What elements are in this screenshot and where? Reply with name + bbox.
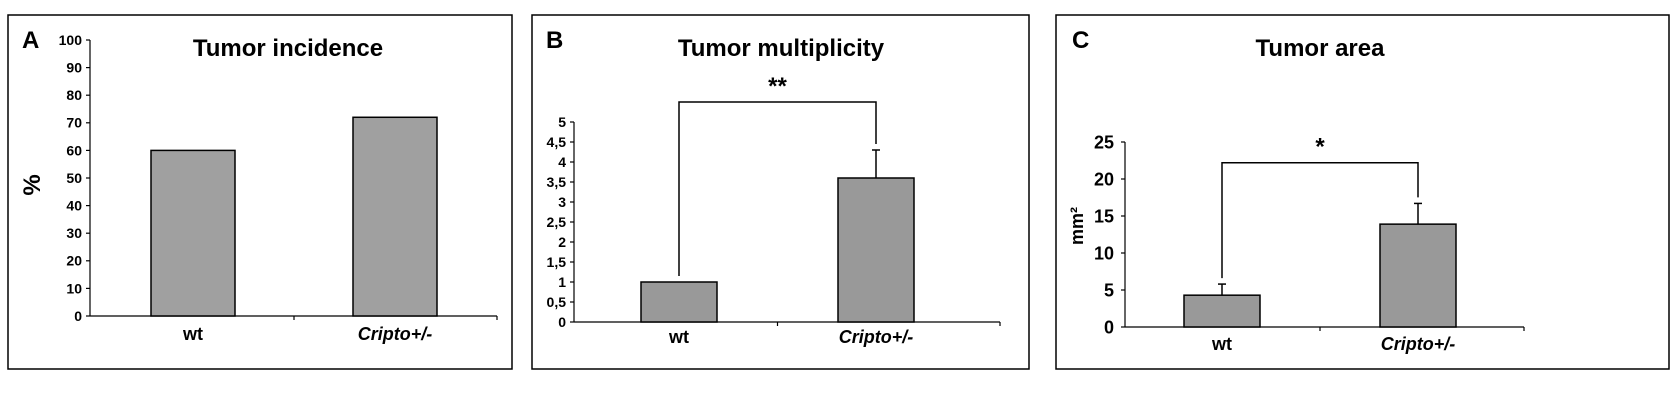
y-tick-label: 20 <box>1094 169 1114 189</box>
bar-cripto <box>1379 223 1457 328</box>
y-axis-label: % <box>19 174 46 195</box>
panel-letter: B <box>546 27 563 54</box>
y-tick-label: 1,5 <box>547 254 567 270</box>
y-tick-label: 4 <box>558 154 566 170</box>
y-tick-label: 20 <box>66 253 82 269</box>
y-tick-label: 50 <box>66 170 82 186</box>
y-tick-label: 10 <box>66 280 82 296</box>
y-tick-label: 0 <box>558 314 566 330</box>
x-category-label: wt <box>182 324 203 344</box>
y-tick-label: 100 <box>59 32 83 48</box>
x-category-label: wt <box>1211 334 1232 354</box>
chart-title: Tumor incidence <box>193 35 383 62</box>
bar-cripto <box>837 177 915 323</box>
chart-panel-a: A Tumor incidence% 0 10 20 30 40 50 60 70 80 90 100 w… <box>7 14 513 370</box>
y-tick-label: 0 <box>74 308 82 324</box>
y-tick-label: 90 <box>66 60 82 76</box>
panel-letter: A <box>22 27 39 54</box>
panel-frame <box>1055 14 1670 370</box>
significance-bracket <box>1221 161 1419 279</box>
y-tick-label: 2 <box>558 234 566 250</box>
y-tick-label: 25 <box>1094 132 1114 152</box>
chart-title: Tumor area <box>1256 35 1386 62</box>
y-tick-label: 2,5 <box>547 214 567 230</box>
y-tick-label: 1 <box>558 274 566 290</box>
y-tick-label: 10 <box>1094 243 1114 263</box>
bar-cripto <box>352 116 438 317</box>
significance-label: ** <box>768 73 787 100</box>
y-axis-label: mm² <box>1067 207 1087 245</box>
y-tick-label: 30 <box>66 225 82 241</box>
y-tick-label: 5 <box>558 114 566 130</box>
y-tick-label: 40 <box>66 198 82 214</box>
y-tick-label: 0,5 <box>547 294 567 310</box>
panel-letter: C <box>1072 27 1089 54</box>
y-tick-label: 15 <box>1094 206 1114 226</box>
y-tick-label: 70 <box>66 115 82 131</box>
bar-wt <box>150 149 236 317</box>
y-tick-label: 60 <box>66 142 82 158</box>
chart-panel-b: B Tumor multiplicity 0 0,5 1 1,5 2 2,5 3 3,5 4 4,5 5… <box>531 14 1030 370</box>
y-tick-label: 0 <box>1104 317 1114 337</box>
x-category-label: Cripto+/- <box>358 324 433 344</box>
significance-bracket <box>678 101 877 276</box>
y-tick-label: 4,5 <box>547 134 567 150</box>
significance-label: * <box>1315 134 1325 161</box>
chart-panel-c: C Tumor area mm² 0 5 10 15 20 25 wt Cripto+/- * <box>1055 14 1670 370</box>
panel-frame <box>531 14 1030 370</box>
chart-title: Tumor multiplicity <box>678 35 885 62</box>
y-tick-label: 3,5 <box>547 174 567 190</box>
bar-wt <box>640 281 718 323</box>
panel-frame <box>7 14 513 370</box>
y-tick-label: 80 <box>66 87 82 103</box>
x-category-label: wt <box>668 327 689 347</box>
bar-wt <box>1183 294 1261 328</box>
x-category-label: Cripto+/- <box>839 327 914 347</box>
y-tick-label: 3 <box>558 194 566 210</box>
y-tick-label: 5 <box>1104 280 1114 300</box>
x-category-label: Cripto+/- <box>1381 334 1456 354</box>
